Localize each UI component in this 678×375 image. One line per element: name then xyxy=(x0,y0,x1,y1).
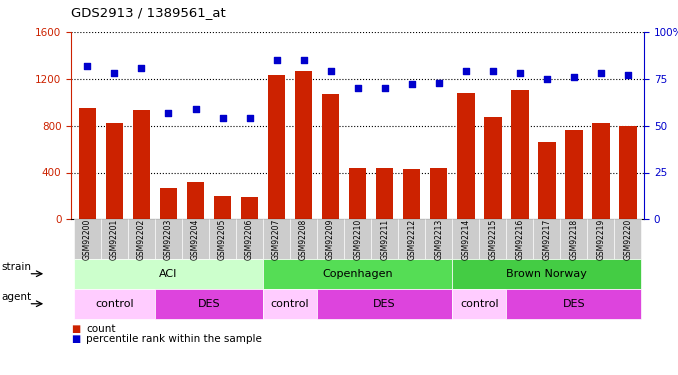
Text: GSM92208: GSM92208 xyxy=(299,218,308,259)
Point xyxy=(244,115,255,121)
Bar xyxy=(106,123,123,219)
Bar xyxy=(619,126,637,219)
Text: GSM92203: GSM92203 xyxy=(164,218,173,260)
Bar xyxy=(457,93,475,219)
Text: GSM92217: GSM92217 xyxy=(542,218,551,259)
Text: GSM92211: GSM92211 xyxy=(380,219,389,260)
Text: control: control xyxy=(95,299,134,309)
Text: control: control xyxy=(460,299,498,309)
Bar xyxy=(565,130,582,219)
Bar xyxy=(322,94,340,219)
Text: count: count xyxy=(86,324,116,334)
Bar xyxy=(430,168,447,219)
Text: GSM92210: GSM92210 xyxy=(353,218,362,259)
Bar xyxy=(511,90,529,219)
Text: GSM92214: GSM92214 xyxy=(461,218,471,259)
Text: control: control xyxy=(271,299,309,309)
Text: DES: DES xyxy=(198,299,220,309)
Point xyxy=(406,81,417,87)
Text: GSM92220: GSM92220 xyxy=(623,218,633,259)
Text: Copenhagen: Copenhagen xyxy=(322,269,393,279)
Point xyxy=(379,85,390,91)
Bar xyxy=(538,142,555,219)
Text: GSM92200: GSM92200 xyxy=(83,218,92,260)
Text: GSM92201: GSM92201 xyxy=(110,218,119,259)
Text: GSM92207: GSM92207 xyxy=(272,218,281,260)
Text: Brown Norway: Brown Norway xyxy=(506,269,587,279)
Point xyxy=(487,68,498,74)
Text: GDS2913 / 1389561_at: GDS2913 / 1389561_at xyxy=(71,6,226,19)
Bar xyxy=(160,188,177,219)
Point xyxy=(190,106,201,112)
Point xyxy=(622,72,633,78)
Text: GSM92215: GSM92215 xyxy=(488,218,497,259)
Bar xyxy=(349,168,366,219)
Text: ACI: ACI xyxy=(159,269,178,279)
Text: ■: ■ xyxy=(71,324,81,334)
Point xyxy=(460,68,471,74)
Point xyxy=(353,85,363,91)
Text: ■: ■ xyxy=(71,334,81,344)
Text: GSM92216: GSM92216 xyxy=(515,218,524,259)
Point xyxy=(271,57,282,63)
Point xyxy=(542,76,553,82)
Bar xyxy=(376,168,393,219)
Text: GSM92212: GSM92212 xyxy=(407,219,416,260)
Text: GSM92204: GSM92204 xyxy=(191,218,200,260)
Point xyxy=(109,70,120,76)
Point xyxy=(595,70,606,76)
Text: GSM92205: GSM92205 xyxy=(218,218,227,260)
Bar xyxy=(79,108,96,219)
Bar xyxy=(592,123,610,219)
Point xyxy=(163,110,174,116)
Bar xyxy=(133,110,151,219)
Point xyxy=(433,80,444,86)
Bar xyxy=(241,197,258,219)
Text: GSM92219: GSM92219 xyxy=(597,218,605,259)
Point xyxy=(515,70,525,76)
Text: GSM92213: GSM92213 xyxy=(434,218,443,259)
Point xyxy=(298,57,309,63)
Point xyxy=(217,115,228,121)
Text: GSM92209: GSM92209 xyxy=(326,218,335,260)
Bar xyxy=(214,196,231,219)
Point xyxy=(136,64,147,70)
Text: DES: DES xyxy=(563,299,585,309)
Point xyxy=(568,74,579,80)
Bar xyxy=(484,117,502,219)
Text: GSM92206: GSM92206 xyxy=(245,218,254,260)
Text: GSM92218: GSM92218 xyxy=(570,219,578,260)
Text: agent: agent xyxy=(1,292,31,302)
Text: strain: strain xyxy=(1,262,31,272)
Bar xyxy=(268,75,285,219)
Point xyxy=(325,68,336,74)
Bar xyxy=(186,182,204,219)
Point xyxy=(82,63,93,69)
Text: GSM92202: GSM92202 xyxy=(137,218,146,259)
Bar xyxy=(295,70,313,219)
Text: DES: DES xyxy=(374,299,396,309)
Text: percentile rank within the sample: percentile rank within the sample xyxy=(86,334,262,344)
Bar xyxy=(403,169,420,219)
